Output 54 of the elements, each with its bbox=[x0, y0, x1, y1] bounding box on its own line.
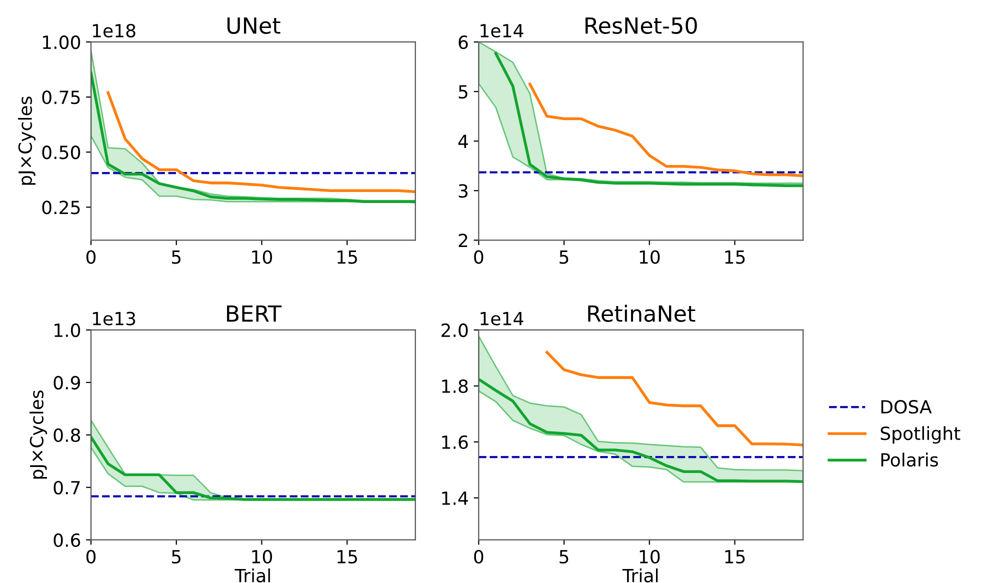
y-tick-label: 1.00 bbox=[43, 35, 80, 50]
y-tick-label: 0.9 bbox=[54, 376, 80, 390]
y-axis-title: pJ×Cycles bbox=[18, 96, 36, 185]
chart-title: ResNet-50 bbox=[586, 17, 697, 34]
x-tick-label: 10 bbox=[252, 250, 272, 264]
line-series bbox=[106, 91, 416, 194]
text: 1e13 bbox=[92, 312, 136, 326]
chart-title: BERT bbox=[227, 305, 282, 322]
y-tick-label: 1.6 bbox=[442, 435, 468, 450]
line-series bbox=[546, 350, 804, 446]
line-series bbox=[478, 378, 804, 484]
y-tick-label: 0.8 bbox=[54, 428, 80, 442]
y-tick-label: 0.25 bbox=[42, 200, 80, 214]
y-tick-label: 6 bbox=[458, 35, 468, 50]
y-tick-label: 0.7 bbox=[54, 480, 80, 495]
x-tick-label: 15 bbox=[338, 250, 357, 264]
x-tick-label: 5 bbox=[172, 550, 181, 564]
y-tick-label: 1.0 bbox=[54, 323, 80, 338]
chart-title: UNet bbox=[227, 17, 280, 34]
x-axis-title: Trial bbox=[234, 568, 270, 582]
x-tick-label: 0 bbox=[474, 550, 484, 564]
y-tick-label: 2 bbox=[458, 234, 468, 248]
y-axis-title: pJ×Cycles bbox=[30, 390, 47, 479]
x-tick-label: 10 bbox=[640, 550, 660, 564]
x-tick-label: 10 bbox=[640, 250, 660, 264]
y-tick-label: 0.50 bbox=[42, 146, 80, 160]
y-tick-label: 1.8 bbox=[442, 379, 468, 394]
x-tick-label: 10 bbox=[252, 550, 272, 564]
y-tick-label: 0.6 bbox=[54, 533, 80, 547]
y-tick-label: 3 bbox=[458, 184, 468, 198]
y-tick-label: 5 bbox=[458, 85, 468, 99]
y-tick-label: 1.4 bbox=[442, 492, 468, 505]
line-series bbox=[90, 436, 416, 501]
text: 1e18 bbox=[92, 24, 136, 38]
legend-label: DOSA bbox=[881, 400, 932, 414]
x-tick-label: 0 bbox=[474, 250, 484, 264]
y-tick-label: 2.0 bbox=[442, 323, 468, 338]
x-axis-title: Trial bbox=[622, 568, 658, 582]
x-tick-label: 15 bbox=[725, 250, 745, 264]
legend-label: Polaris bbox=[881, 452, 938, 467]
text: 1e14 bbox=[480, 312, 524, 326]
line-series bbox=[528, 82, 804, 178]
x-tick-label: 0 bbox=[86, 250, 96, 264]
x-tick-label: 5 bbox=[560, 250, 568, 264]
text: 1e14 bbox=[480, 24, 524, 38]
x-tick-label: 5 bbox=[560, 550, 568, 564]
x-tick-label: 15 bbox=[725, 550, 745, 564]
x-tick-label: 0 bbox=[86, 550, 96, 564]
y-tick-label: 4 bbox=[458, 134, 468, 148]
chart-title: RetinaNet bbox=[588, 304, 696, 322]
y-tick-label: 0.75 bbox=[42, 90, 80, 104]
x-tick-label: 15 bbox=[338, 550, 357, 564]
legend-label: Spotlight bbox=[880, 426, 960, 444]
x-tick-label: 5 bbox=[172, 250, 181, 264]
